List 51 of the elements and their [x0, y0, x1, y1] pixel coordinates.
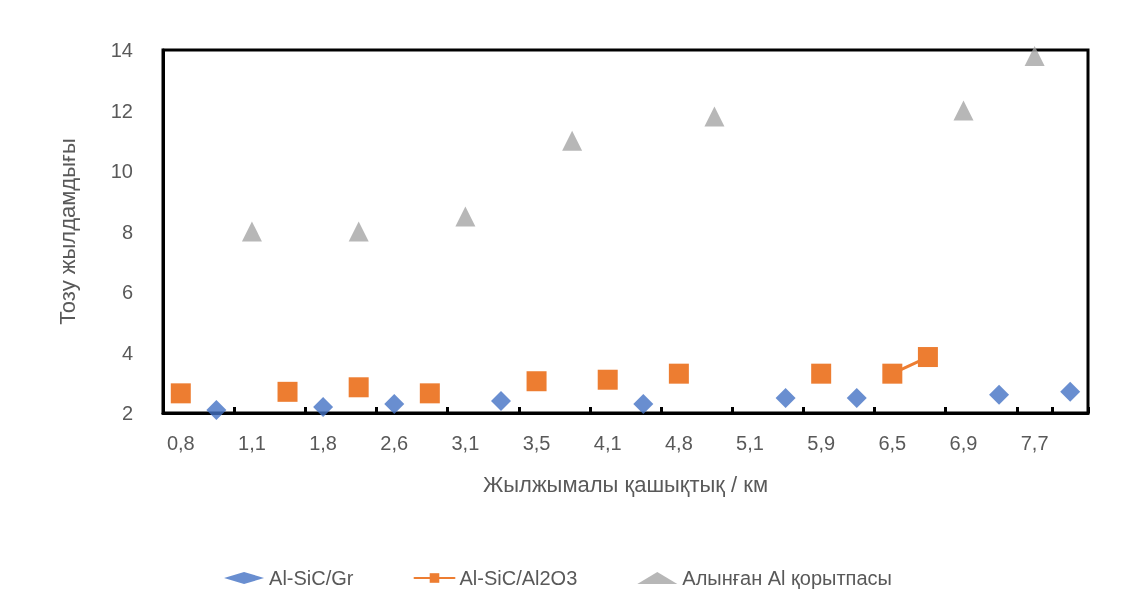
legend-label: Алынған Al қорытпасы [682, 567, 892, 589]
x-tick-label: 3,1 [451, 432, 480, 454]
point [384, 393, 405, 414]
x-tick-label: 2,6 [380, 432, 409, 454]
point [597, 369, 618, 390]
point [917, 347, 938, 368]
x-tick-label: 6,5 [878, 432, 907, 454]
point [206, 399, 227, 420]
x-tick-label: 6,9 [949, 432, 978, 454]
point [526, 371, 547, 392]
point [811, 363, 832, 384]
point [277, 381, 298, 402]
point [846, 387, 867, 408]
x-tick-label: 3,5 [522, 432, 551, 454]
y-tick-label: 6 [121, 281, 133, 303]
point [1060, 381, 1081, 402]
x-tick-label: 1,1 [238, 432, 266, 454]
x-tick-label: 1,8 [309, 432, 337, 454]
y-tick-label: 12 [110, 99, 133, 122]
point [989, 384, 1010, 405]
y-tick-label: 8 [121, 220, 133, 243]
y-tick-label: 2 [121, 402, 133, 424]
x-tick-label: 5,9 [807, 432, 836, 454]
x-axis-title: Жылжымалы қашықтық / км [482, 471, 769, 497]
x-tick-label: 4,1 [593, 432, 622, 454]
y-tick-label: 14 [110, 39, 133, 61]
point [241, 221, 262, 242]
y-tick-label: 10 [110, 160, 133, 182]
point [633, 393, 654, 414]
point [348, 221, 369, 242]
y-axis-title: Тозу жылдамдығы [54, 138, 80, 325]
legend-label: Al-SiC/Gr [269, 567, 354, 589]
x-tick-label: 5,1 [736, 432, 764, 454]
point [455, 206, 476, 227]
point [490, 390, 511, 411]
point [170, 383, 191, 404]
legend-label: Al-SiC/Al2O3 [459, 567, 578, 589]
point [1024, 46, 1045, 67]
point [668, 363, 689, 384]
point [953, 100, 974, 121]
point [775, 387, 796, 408]
point [348, 377, 369, 398]
point [704, 106, 725, 127]
point [882, 363, 903, 384]
point [419, 383, 440, 404]
x-tick-label: 7,7 [1020, 432, 1049, 454]
point [562, 130, 583, 151]
point [313, 396, 334, 417]
x-tick-label: 4,8 [664, 432, 693, 454]
x-tick-label: 0,8 [166, 432, 195, 454]
y-tick-label: 4 [121, 341, 133, 364]
